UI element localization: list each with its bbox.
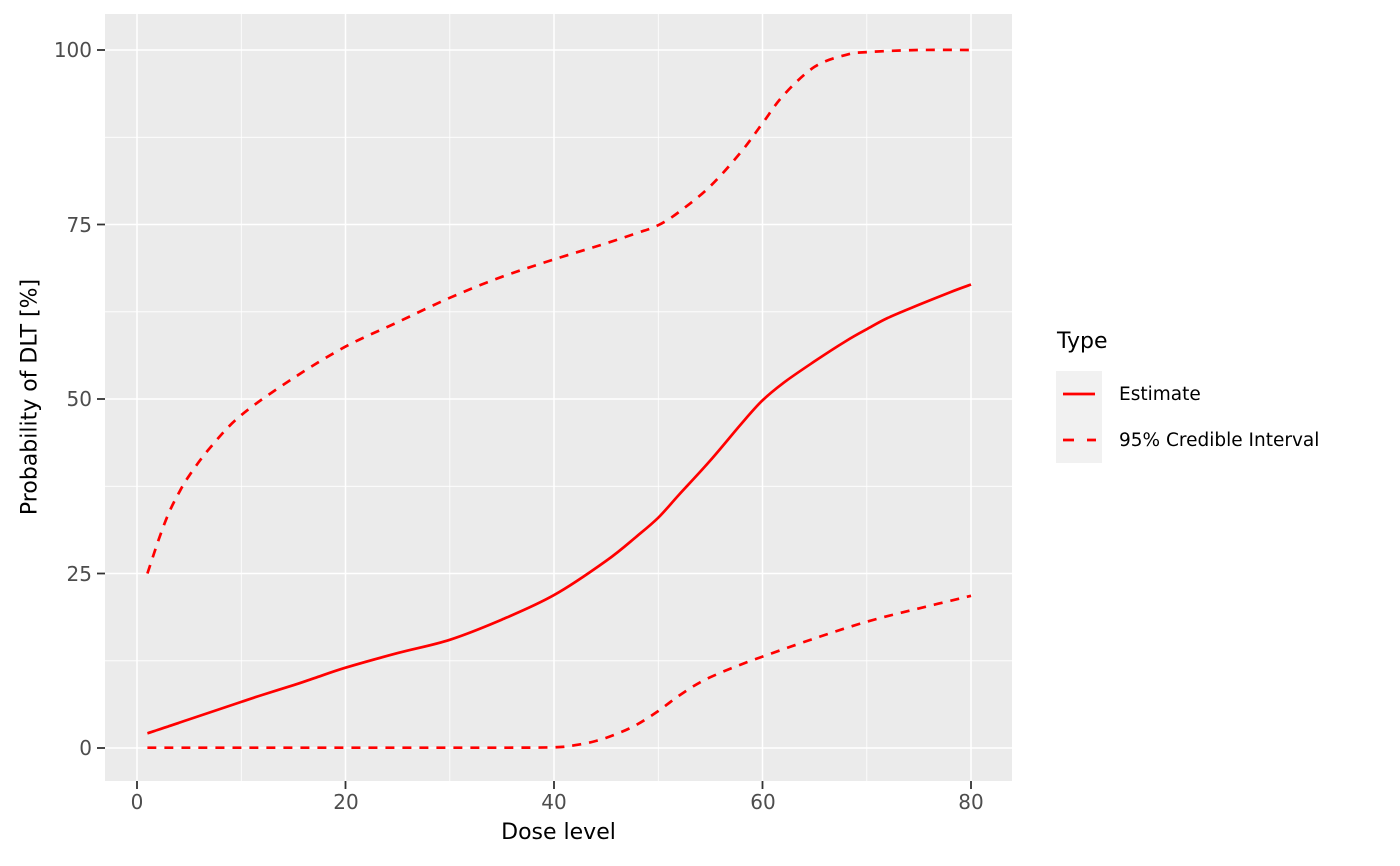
x-axis-title: Dose level [501, 820, 616, 845]
y-tick-label: 75 [66, 213, 92, 237]
legend-item-credible-interval: 95% Credible Interval [1056, 417, 1319, 463]
x-tick-label: 40 [541, 790, 567, 814]
legend-label-estimate: Estimate [1119, 383, 1201, 405]
panel-background [105, 14, 1012, 781]
lower-credible-bound-curve [147, 594, 972, 750]
y-tick-label: 25 [66, 562, 92, 586]
y-axis-title-text: Probability of DLT [%] [17, 278, 43, 516]
upper-credible-bound-curve [146, 48, 972, 574]
legend-title: Type [1057, 329, 1108, 354]
y-tick-label: 100 [53, 38, 92, 62]
y-tick-label: 0 [79, 736, 92, 760]
y-tick-label: 50 [66, 387, 92, 411]
legend-label-credible-interval: 95% Credible Interval [1119, 429, 1320, 451]
x-tick-label: 20 [333, 790, 359, 814]
x-tick-label: 0 [130, 790, 144, 814]
legend-item-estimate: Estimate [1056, 371, 1319, 417]
x-tick-label: 60 [750, 790, 776, 814]
x-tick-label: 80 [958, 790, 984, 814]
solid-line-key-icon [1056, 371, 1102, 417]
estimate-curve [147, 283, 972, 735]
legend: Type Estimate 95% Credible Interval [1056, 329, 1319, 463]
dashed-line-key-icon [1056, 417, 1102, 463]
